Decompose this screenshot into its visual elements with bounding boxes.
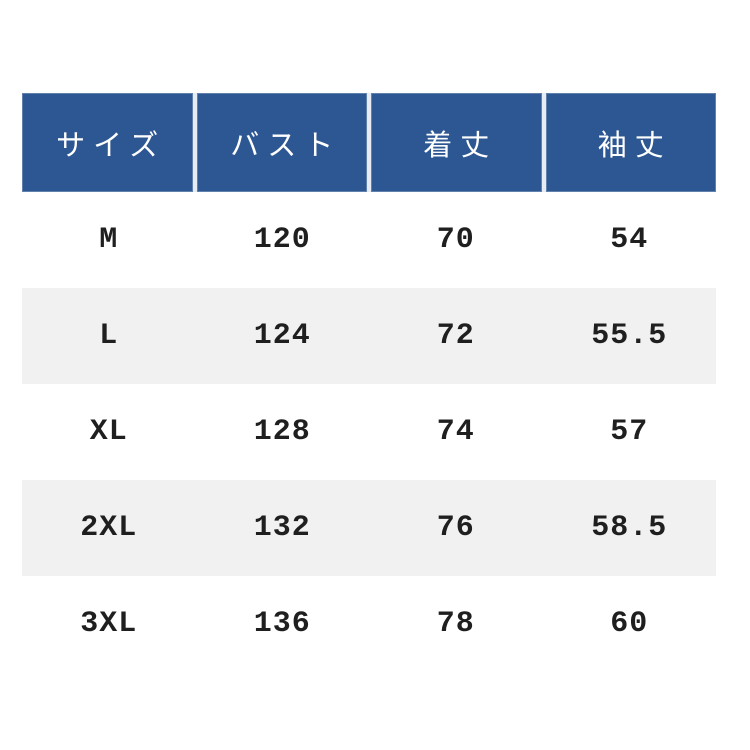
table-row-l: L 124 72 55.5: [22, 288, 716, 384]
cell-size: 2XL: [80, 511, 138, 545]
header-cell-sleeve: 袖丈: [545, 93, 716, 192]
table-row-m: M 120 70 54: [22, 192, 716, 288]
cell-size: L: [99, 319, 119, 353]
header-cell-length: 着丈: [371, 93, 542, 192]
cell-length: 76: [436, 511, 475, 545]
cell-length: 78: [436, 607, 475, 641]
cell-sleeve: 57: [610, 415, 649, 449]
cell-length: 74: [436, 415, 475, 449]
cell-length: 72: [436, 319, 475, 353]
cell-sleeve: 60: [610, 607, 649, 641]
size-table: サイズ バスト 着丈 袖丈 M 120 70 54 L 124 72 55.5 …: [22, 93, 716, 672]
table-row-xl: XL 128 74 57: [22, 384, 716, 480]
header-cell-bust: バスト: [196, 93, 367, 192]
cell-bust: 136: [253, 607, 311, 641]
table-header-row: サイズ バスト 着丈 袖丈: [22, 93, 716, 192]
cell-bust: 120: [253, 223, 311, 257]
cell-length: 70: [436, 223, 475, 257]
cell-bust: 132: [253, 511, 311, 545]
cell-sleeve: 55.5: [591, 319, 668, 353]
cell-size: M: [99, 223, 119, 257]
table-row-3xl: 3XL 136 78 60: [22, 576, 716, 672]
cell-sleeve: 54: [610, 223, 649, 257]
table-row-2xl: 2XL 132 76 58.5: [22, 480, 716, 576]
cell-bust: 124: [253, 319, 311, 353]
header-cell-size: サイズ: [22, 93, 193, 192]
cell-size: XL: [89, 415, 128, 449]
cell-sleeve: 58.5: [591, 511, 668, 545]
cell-bust: 128: [253, 415, 311, 449]
cell-size: 3XL: [80, 607, 138, 641]
